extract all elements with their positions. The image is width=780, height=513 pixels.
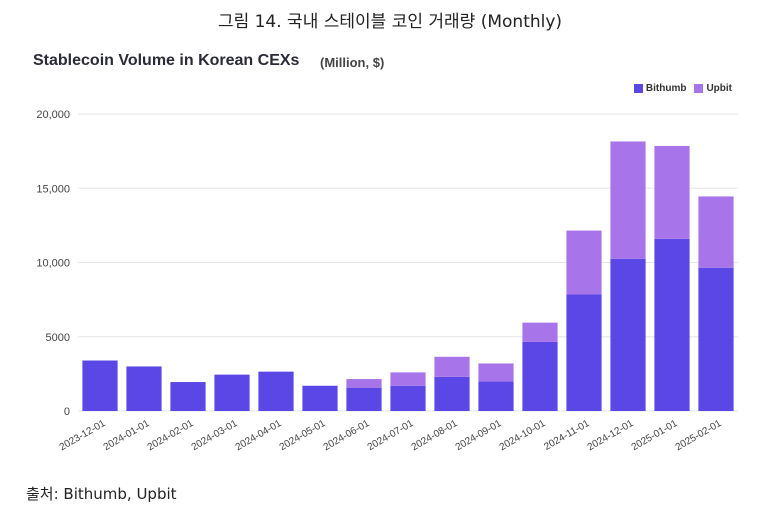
bar-bithumb bbox=[126, 366, 162, 411]
x-tick-label: 2024-01-01 bbox=[102, 418, 152, 453]
x-tick-label: 2024-11-01 bbox=[542, 418, 592, 453]
chart-unit-label: (Million, $) bbox=[320, 55, 385, 70]
bar-upbit bbox=[390, 372, 426, 386]
bar-bithumb bbox=[522, 341, 558, 411]
bar-bithumb bbox=[610, 258, 646, 411]
x-tick-label: 2024-06-01 bbox=[322, 418, 372, 453]
bar-upbit bbox=[478, 363, 514, 382]
legend-item-bithumb: Bithumb bbox=[633, 83, 687, 94]
y-tick-label: 15,000 bbox=[36, 183, 70, 195]
bar-bithumb bbox=[170, 382, 206, 411]
x-tick-label: 2024-12-01 bbox=[586, 418, 636, 453]
bar-upbit bbox=[610, 141, 646, 259]
bar-bithumb bbox=[478, 381, 514, 411]
legend-item-upbit: Upbit bbox=[694, 83, 732, 94]
bar-bithumb bbox=[654, 238, 690, 411]
bar-bithumb bbox=[302, 385, 338, 411]
x-tick-label: 2024-08-01 bbox=[410, 418, 460, 453]
x-tick-label: 2025-01-01 bbox=[630, 418, 680, 453]
bar-upbit bbox=[522, 322, 558, 342]
x-tick-label: 2024-10-01 bbox=[498, 418, 548, 453]
x-tick-label: 2024-07-01 bbox=[366, 418, 416, 453]
bar-bithumb bbox=[390, 385, 426, 411]
x-tick-label: 2024-02-01 bbox=[146, 418, 196, 453]
x-tick-label: 2024-04-01 bbox=[234, 418, 284, 453]
x-tick-label: 2024-05-01 bbox=[278, 418, 328, 453]
x-tick-label: 2024-03-01 bbox=[190, 418, 240, 453]
bar-bithumb bbox=[566, 294, 602, 411]
x-tick-label: 2025-02-01 bbox=[674, 418, 724, 453]
bar-upbit bbox=[346, 379, 382, 388]
bar-upbit bbox=[698, 196, 734, 268]
chart-title: Stablecoin Volume in Korean CEXs bbox=[33, 52, 300, 69]
bar-upbit bbox=[566, 230, 602, 295]
legend-swatch-upbit bbox=[694, 84, 704, 93]
chart-legend: Bithumb Upbit bbox=[633, 83, 732, 94]
bar-upbit bbox=[654, 145, 690, 239]
source-note: 출처: Bithumb, Upbit bbox=[26, 485, 177, 503]
legend-label-upbit: Upbit bbox=[706, 83, 732, 94]
legend-swatch-bithumb bbox=[633, 84, 643, 93]
y-tick-label: 20,000 bbox=[36, 109, 70, 121]
bar-bithumb bbox=[698, 267, 734, 411]
y-tick-label: 0 bbox=[64, 406, 70, 418]
y-tick-label: 5000 bbox=[46, 332, 70, 344]
x-tick-label: 2024-09-01 bbox=[454, 418, 504, 453]
legend-label-bithumb: Bithumb bbox=[645, 83, 687, 94]
bar-bithumb bbox=[434, 376, 470, 411]
bar-bithumb bbox=[346, 387, 382, 411]
bar-bithumb bbox=[258, 371, 294, 411]
bar-bithumb bbox=[82, 360, 118, 411]
bar-bithumb bbox=[214, 374, 250, 411]
figure-caption: 그림 14. 국내 스테이블 코인 거래량 (Monthly) bbox=[217, 12, 563, 32]
bar-upbit bbox=[434, 356, 470, 377]
x-tick-label: 2023-12-01 bbox=[58, 418, 108, 453]
y-tick-label: 10,000 bbox=[36, 258, 70, 270]
